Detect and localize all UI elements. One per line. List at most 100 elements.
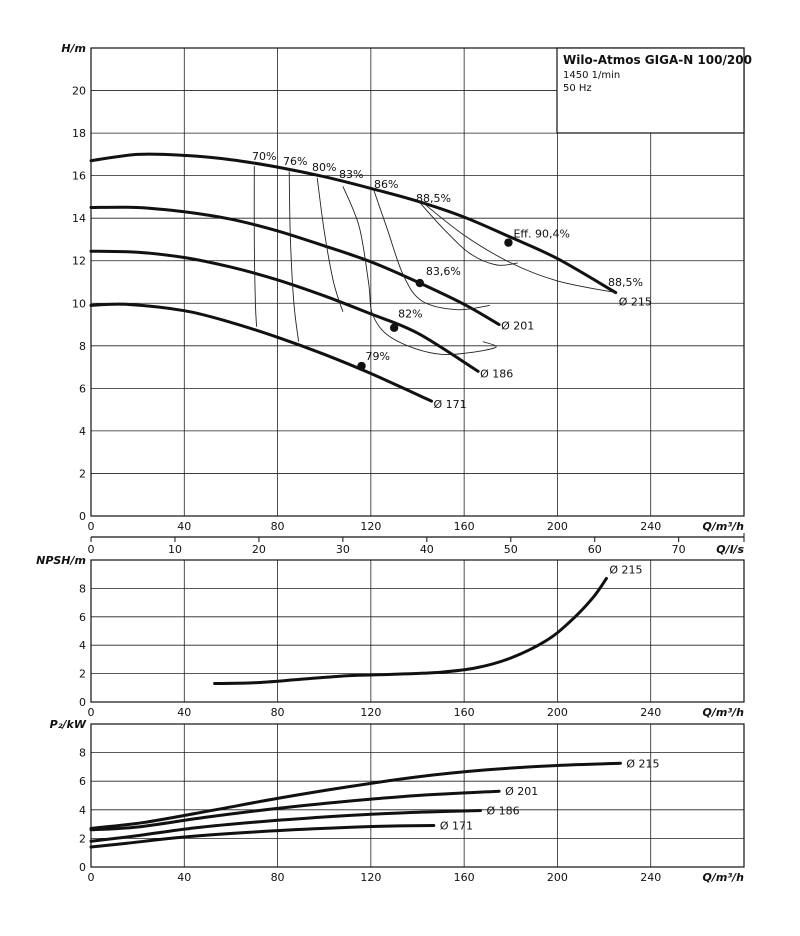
x-tick-label: 160 — [454, 871, 475, 884]
series-line — [213, 577, 608, 685]
y-tick-label: 0 — [79, 861, 86, 874]
iso-efficiency-label: 70% — [252, 150, 276, 163]
series-line — [89, 302, 433, 403]
x-tick-label: 120 — [360, 520, 381, 533]
diameter-label: Ø 186 — [480, 367, 513, 380]
series-label: Ø 171 — [440, 820, 473, 833]
x-tick-label: 40 — [177, 520, 191, 533]
y-tick-label: 18 — [72, 127, 86, 140]
iso-efficiency-line — [372, 188, 490, 311]
y-tick-label: 2 — [79, 668, 86, 681]
y-tick-label: 10 — [72, 297, 86, 310]
pump-frequency: 50 Hz — [563, 83, 592, 94]
iso-efficiency-line — [288, 171, 300, 342]
iso-efficiency-line — [253, 166, 258, 327]
x-tick-label: 240 — [640, 871, 661, 884]
y-tick-label: 14 — [72, 212, 86, 225]
iso-efficiency-label: 80% — [312, 161, 336, 174]
series-label: Ø 186 — [486, 805, 519, 818]
ls-tick-label: 40 — [420, 543, 434, 556]
ls-tick-label: 60 — [588, 543, 602, 556]
x-tick-label: 80 — [271, 520, 285, 533]
ls-tick-label: 0 — [88, 543, 95, 556]
y-tick-label: 20 — [72, 85, 86, 98]
x-tick-label: 240 — [640, 520, 661, 533]
plot-frame — [90, 559, 745, 703]
x-axis-title: Q/m³/h — [703, 871, 745, 884]
y-tick-label: 0 — [79, 696, 86, 709]
iso-efficiency-label: 83% — [339, 168, 363, 181]
y-tick-label: 6 — [79, 382, 86, 395]
pump-speed: 1450 1/min — [563, 70, 620, 81]
series-line — [89, 761, 622, 830]
iso-efficiency-label: 88,5% — [608, 276, 643, 289]
ls-axis-title: Q/l/s — [716, 543, 744, 556]
efficiency-point — [504, 238, 513, 247]
ls-tick-label: 10 — [168, 543, 182, 556]
y-tick-label: 6 — [79, 775, 86, 788]
efficiency-point-label: 79% — [366, 350, 390, 363]
ls-tick-label: 20 — [252, 543, 266, 556]
x-tick-label: 80 — [271, 706, 285, 719]
flow-ls-axis: 0 10 20 30 40 50 60 70 Q/l/s — [88, 533, 745, 556]
series-line — [89, 205, 501, 326]
info-box-frame — [556, 47, 745, 134]
pump-model-title: Wilo-Atmos GIGA-N 100/200 — [563, 53, 752, 67]
x-tick-label: 0 — [88, 871, 95, 884]
x-tick-label: 200 — [547, 520, 568, 533]
diameter-label: Ø 201 — [501, 320, 534, 333]
x-tick-label: 120 — [360, 871, 381, 884]
y-tick-label: 4 — [79, 804, 86, 817]
iso-efficiency-label: 88,5% — [416, 192, 451, 205]
series-line — [89, 809, 482, 843]
iso-efficiency-line — [421, 201, 616, 294]
y-axis-title: NPSH/m — [36, 554, 86, 567]
x-tick-label: 240 — [640, 706, 661, 719]
efficiency-point — [389, 323, 399, 332]
efficiency-point — [415, 278, 425, 288]
y-tick-label: 8 — [79, 340, 86, 353]
x-tick-label: 160 — [454, 706, 475, 719]
power-chart-panel: 0 40 80 120 160 200 240 0 2 4 6 8 P₂/kW Q/m³/h Ø 215 Ø … — [50, 718, 745, 884]
x-axis-title: Q/m³/h — [703, 520, 745, 533]
npsh-chart-panel: 0 40 80 120 160 200 240 0 2 4 6 8 NPSH/m Q/m³/h Ø 215 — [36, 554, 745, 719]
x-tick-label: 80 — [271, 871, 285, 884]
efficiency-point-label: 82% — [398, 308, 422, 321]
x-tick-label: 0 — [88, 520, 95, 533]
y-tick-label: 16 — [72, 170, 86, 183]
pump-info-box: Wilo-Atmos GIGA-N 100/200 1450 1/min 50 … — [556, 47, 752, 134]
series-label: Ø 215 — [626, 757, 659, 770]
ls-tick-label: 50 — [504, 543, 518, 556]
efficiency-point-label: Eff. 90,4% — [513, 228, 569, 241]
y-tick-label: 2 — [79, 832, 86, 845]
y-tick-label: 12 — [72, 255, 86, 268]
iso-efficiency-line — [417, 199, 518, 266]
y-axis-title: P₂/kW — [50, 718, 87, 731]
x-tick-label: 160 — [454, 520, 475, 533]
series-label: Ø 215 — [609, 563, 642, 576]
y-tick-label: 6 — [79, 611, 86, 624]
plot-frame — [90, 723, 745, 868]
diameter-label: Ø 171 — [433, 398, 466, 411]
iso-efficiency-label: 86% — [374, 178, 398, 191]
x-tick-label: 40 — [177, 871, 191, 884]
plot-frame — [90, 47, 745, 517]
x-tick-label: 0 — [88, 706, 95, 719]
iso-efficiency-line — [316, 177, 344, 312]
diameter-label: Ø 215 — [619, 296, 652, 309]
iso-efficiency-line — [342, 186, 497, 355]
y-axis-title: H/m — [61, 42, 86, 55]
efficiency-point-label: 83,6% — [426, 265, 461, 278]
y-tick-label: 2 — [79, 467, 86, 480]
efficiency-point — [357, 361, 366, 371]
x-tick-label: 40 — [177, 706, 191, 719]
x-tick-label: 200 — [547, 706, 568, 719]
ls-tick-label: 70 — [672, 543, 686, 556]
y-tick-label: 8 — [79, 582, 86, 595]
series-line — [89, 824, 436, 849]
x-tick-label: 200 — [547, 871, 568, 884]
series-label: Ø 201 — [505, 785, 538, 798]
iso-efficiency-label: 76% — [283, 155, 307, 168]
series-line — [89, 789, 501, 832]
